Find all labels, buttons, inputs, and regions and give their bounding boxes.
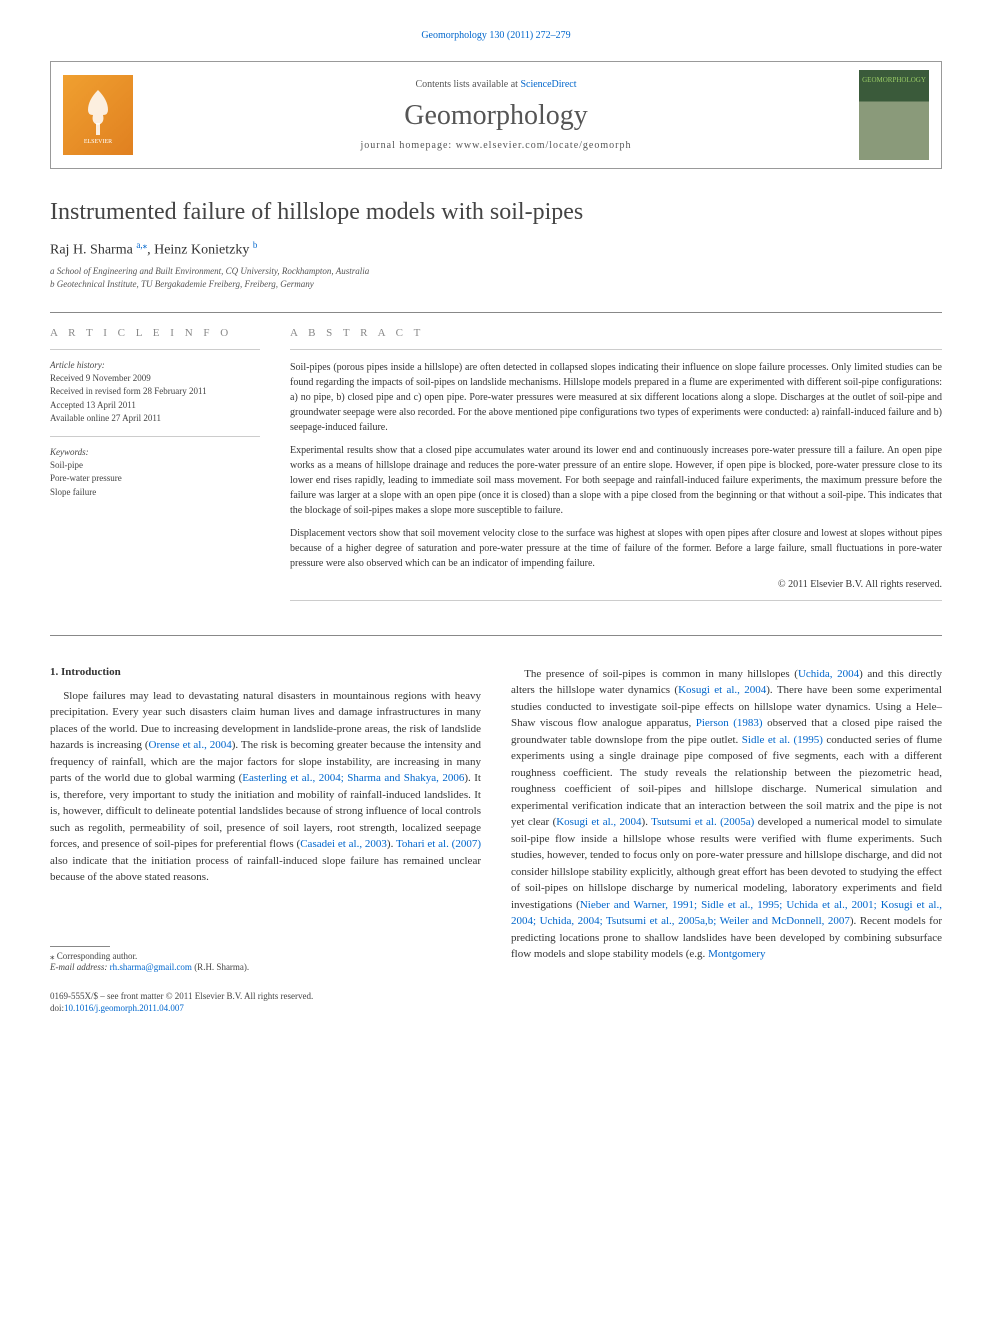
ref-link[interactable]: Tsutsumi et al. (2005a) <box>651 816 754 828</box>
doi-line: doi:10.1016/j.geomorph.2011.04.007 <box>50 1002 481 1015</box>
ref-link[interactable]: Easterling et al., 2004; Sharma and Shak… <box>242 772 464 784</box>
ref-link[interactable]: Montgomery <box>708 948 765 960</box>
keywords-label: Keywords: <box>50 447 260 457</box>
email-link[interactable]: rh.sharma@gmail.com <box>110 962 192 972</box>
keywords-text: Soil-pipe Pore-water pressure Slope fail… <box>50 459 260 500</box>
front-matter: 0169-555X/$ – see front matter © 2011 El… <box>50 990 481 1003</box>
homepage-line: journal homepage: www.elsevier.com/locat… <box>133 140 859 151</box>
abstract-heading: A B S T R A C T <box>290 327 942 339</box>
abstract: A B S T R A C T Soil-pipes (porous pipes… <box>290 327 942 611</box>
affiliation-a: a School of Engineering and Built Enviro… <box>50 265 942 279</box>
ref-link[interactable]: Kosugi et al., 2004 <box>556 816 641 828</box>
contents-line: Contents lists available at ScienceDirec… <box>133 79 859 90</box>
affiliation-b: b Geotechnical Institute, TU Bergakademi… <box>50 278 942 292</box>
ref-link[interactable]: Orense et al., 2004 <box>149 739 232 751</box>
footnote-block: ⁎ Corresponding author. E-mail address: … <box>50 946 481 1015</box>
abstract-para-2: Experimental results show that a closed … <box>290 443 942 518</box>
tree-icon: ELSEVIER <box>73 85 123 145</box>
authors: Raj H. Sharma a,⁎, Heinz Konietzky b <box>50 240 942 259</box>
citation-link[interactable]: Geomorphology 130 (2011) 272–279 <box>50 30 942 41</box>
journal-cover-thumbnail: GEOMORPHOLOGY <box>859 70 929 160</box>
divider <box>50 635 942 636</box>
copyright: © 2011 Elsevier B.V. All rights reserved… <box>290 579 942 590</box>
article-title: Instrumented failure of hillslope models… <box>50 199 942 226</box>
history-label: Article history: <box>50 360 260 370</box>
article-info-heading: A R T I C L E I N F O <box>50 327 260 339</box>
body-para: Slope failures may lead to devastating n… <box>50 688 481 886</box>
abstract-para-3: Displacement vectors show that soil move… <box>290 526 942 571</box>
history-text: Received 9 November 2009 Received in rev… <box>50 372 260 426</box>
elsevier-logo: ELSEVIER <box>63 75 133 155</box>
journal-name: Geomorphology <box>133 100 859 132</box>
doi-block: 0169-555X/$ – see front matter © 2011 El… <box>50 990 481 1015</box>
thin-divider <box>50 349 260 350</box>
sciencedirect-link[interactable]: ScienceDirect <box>520 79 576 90</box>
ref-link[interactable]: Kosugi et al., 2004 <box>678 684 766 696</box>
ref-link[interactable]: Tohari et al. (2007) <box>396 838 481 850</box>
header-middle: Contents lists available at ScienceDirec… <box>133 79 859 151</box>
article-info: A R T I C L E I N F O Article history: R… <box>50 327 260 611</box>
ref-link[interactable]: Casadei et al., 2003 <box>300 838 387 850</box>
abstract-para-1: Soil-pipes (porous pipes inside a hillsl… <box>290 360 942 435</box>
ref-link[interactable]: Sidle et al. (1995) <box>742 734 823 746</box>
corresponding-author: ⁎ Corresponding author. <box>50 951 481 962</box>
affiliations: a School of Engineering and Built Enviro… <box>50 265 942 292</box>
body-para: The presence of soil-pipes is common in … <box>511 666 942 963</box>
divider <box>50 312 942 313</box>
thin-divider <box>290 349 942 350</box>
doi-link[interactable]: 10.1016/j.geomorph.2011.04.007 <box>64 1003 184 1013</box>
thin-divider <box>50 436 260 437</box>
journal-header: ELSEVIER Contents lists available at Sci… <box>50 61 942 169</box>
ref-link[interactable]: Uchida, 2004 <box>798 668 859 680</box>
thin-divider <box>290 600 942 601</box>
ref-link[interactable]: Pierson (1983) <box>696 717 763 729</box>
section-heading: 1. Introduction <box>50 666 481 678</box>
email-line: E-mail address: rh.sharma@gmail.com (R.H… <box>50 962 481 972</box>
info-abstract-row: A R T I C L E I N F O Article history: R… <box>50 327 942 611</box>
svg-text:ELSEVIER: ELSEVIER <box>84 139 112 145</box>
body-columns: 1. Introduction Slope failures may lead … <box>50 666 942 1015</box>
cover-label: GEOMORPHOLOGY <box>859 76 929 84</box>
